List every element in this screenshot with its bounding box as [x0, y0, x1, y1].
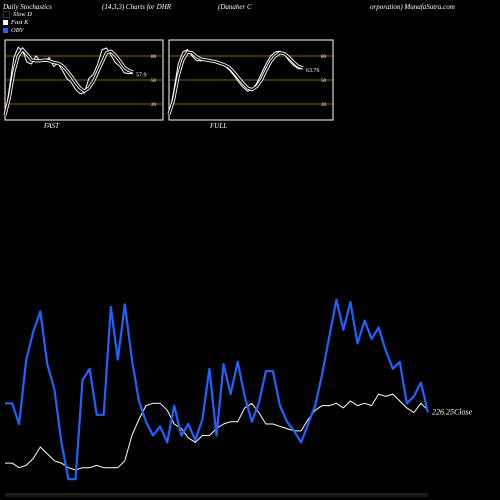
last-value-label: 57.9: [136, 73, 147, 79]
legend-swatch-obv: [3, 28, 8, 34]
series-line-obv: [5, 298, 430, 481]
series-line-fast-k: [4, 46, 133, 117]
series-line-slow-d: [168, 51, 304, 115]
panel-label: FAST: [43, 122, 60, 130]
level-label-50: 50: [321, 79, 327, 84]
obv-close-panel: 226.25Close: [5, 298, 473, 497]
level-label-50: 50: [151, 79, 157, 84]
legend-fast-k: Fast K: [3, 19, 29, 26]
chart-params: (14,3,3) Charts for DHR: [102, 3, 172, 11]
series-line-slow-d: [4, 48, 134, 116]
chart-title: Daily Stochastics: [3, 3, 52, 11]
level-label-80: 80: [151, 55, 157, 60]
company-name: (Danaher C: [218, 3, 252, 11]
company-name-continued: orporation) MunafaSutra.com: [370, 3, 455, 11]
panel-label: FULL: [209, 122, 227, 130]
legend-label-slow-d: Slow D: [13, 11, 32, 18]
level-label-20: 20: [321, 103, 327, 108]
legend-label-obv: OBV: [11, 27, 24, 34]
last-value-label: 63.76: [306, 68, 320, 74]
level-label-20: 20: [151, 103, 157, 108]
fast-stochastic-panel: 80 50 20 57.9 FAST: [3, 39, 164, 130]
legend-obv: OBV: [3, 27, 24, 34]
close-value-label: 226.25Close: [432, 408, 473, 417]
legend-swatch-fast-k: [3, 20, 8, 26]
legend-swatch-slow-d: [3, 11, 10, 19]
legend-slow-d: Slow D: [3, 11, 32, 19]
level-label-80: 80: [321, 55, 327, 60]
series-outline-slow-d: [167, 50, 304, 115]
full-stochastic-panel: 80 50 20 63.76 FULL: [167, 39, 334, 130]
legend-label-fast-k: Fast K: [11, 19, 29, 26]
series-line-fast-k: [168, 48, 303, 117]
